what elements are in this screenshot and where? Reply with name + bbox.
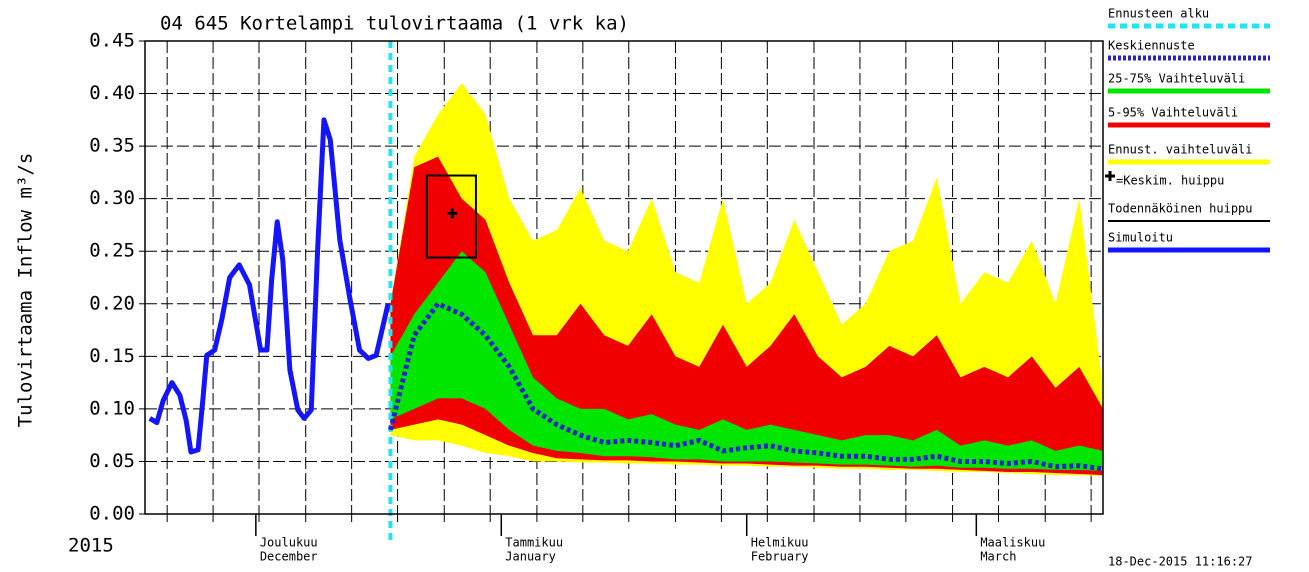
peak-marker [447,208,458,219]
y-tick-label: 0.20 [89,292,135,314]
legend-label: =Keskim. huippu [1116,174,1224,188]
legend-label: Keskiennuste [1108,39,1195,53]
legend-label: 25-75% Vaihteluväli [1108,72,1245,86]
y-tick-label: 0.40 [89,82,135,104]
x-tick-label: March [980,550,1016,564]
x-tick-label: Joulukuu [260,536,318,550]
x-tick-label: Helmikuu [751,536,809,550]
x-tick-label: December [260,550,318,564]
x-tick-label: Maaliskuu [980,536,1045,550]
legend-label: Ennusteen alku [1108,7,1209,21]
legend-swatch [1105,171,1115,181]
y-tick-label: 0.15 [89,345,135,367]
timestamp: 18-Dec-2015 11:16:27 [1108,555,1253,569]
y-tick-label: 0.05 [89,450,135,472]
y-tick-label: 0.10 [89,397,135,419]
peak-box [425,174,477,259]
legend-label: Todennäköinen huippu [1108,202,1253,216]
y-tick-label: 0.45 [89,30,135,52]
y-tick-label: 0.30 [89,187,135,209]
legend-label: 5-95% Vaihteluväli [1108,106,1238,120]
chart-title: 04 645 Kortelampi tulovirtaama (1 vrk ka… [160,13,629,35]
y-axis-label: Tulovirtaama Inflow m³/s [15,153,37,428]
plot-frame [144,40,1104,515]
x-tick-label: Tammikuu [505,536,563,550]
y-tick-label: 0.25 [89,240,135,262]
year-label: 2015 [68,535,114,557]
y-tick-label: 0.35 [89,135,135,157]
x-tick-label: January [505,550,556,564]
simulated-line [148,117,391,455]
x-tick-label: February [751,550,809,564]
band-area [390,156,1104,476]
legend-label: Simuloitu [1108,231,1173,245]
legend-label: Ennust. vaihteluväli [1108,143,1253,157]
y-tick-label: 0.00 [89,503,135,525]
mean-line [388,300,1104,472]
band-area [390,251,1104,471]
